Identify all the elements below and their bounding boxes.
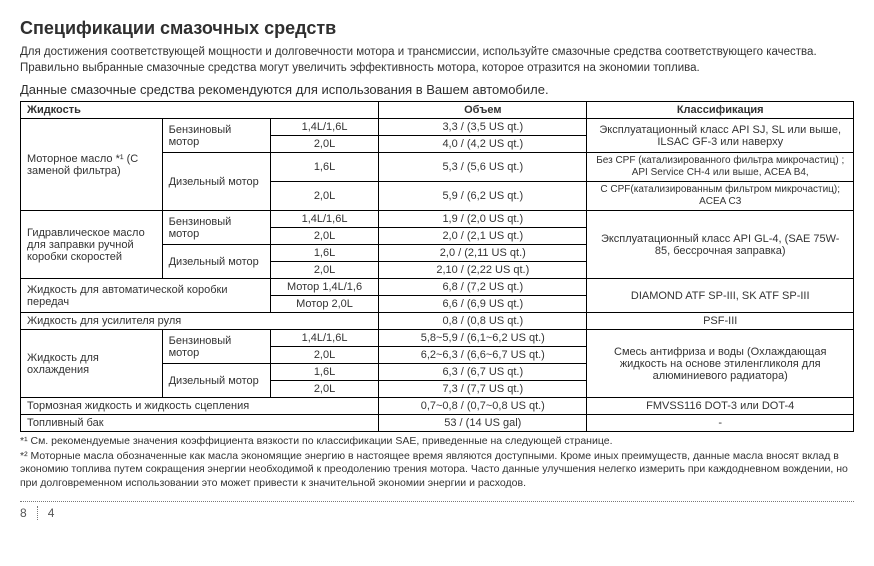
footnotes: *¹ См. рекомендуемые значения коэффициен…: [20, 435, 854, 491]
cell-vol: 5,9 / (6,2 US qt.): [379, 182, 587, 211]
cell-vol: 2,10 / (2,22 US qt.): [379, 262, 587, 279]
cell-vol: 5,8~5,9 / (6,1~6,2 US qt.): [379, 330, 587, 347]
cell-petrol-label: Бензиновый мотор: [162, 119, 270, 153]
cell-vol: 3,3 / (3,5 US qt.): [379, 119, 587, 136]
table-row: Гидравлическое масло для заправки ручной…: [21, 211, 854, 228]
cell-class: PSF-III: [587, 313, 854, 330]
table-row: Жидкость для автоматической коробки пере…: [21, 279, 854, 296]
header-class: Классификация: [587, 102, 854, 119]
cell-class: Без CPF (катализированного фильтра микро…: [587, 153, 854, 182]
cell-psf-label: Жидкость для усилителя руля: [21, 313, 379, 330]
cell-cap: 2,0L: [270, 136, 378, 153]
cell-cap: 1,6L: [270, 364, 378, 381]
table-row: Тормозная жидкость и жидкость сцепления …: [21, 398, 854, 415]
cell-vol: 6,6 / (6,9 US qt.): [379, 296, 587, 313]
page-title: Спецификации смазочных средств: [20, 18, 854, 39]
cell-vol: 2,0 / (2,1 US qt.): [379, 228, 587, 245]
cell-cap: 2,0L: [270, 182, 378, 211]
cell-class: С CPF(катализированным фильтром микрочас…: [587, 182, 854, 211]
cell-coolant-label: Жидкость для охлаждения: [21, 330, 163, 398]
cell-gear-oil-label: Гидравлическое масло для заправки ручной…: [21, 211, 163, 279]
page-number-right: 4: [37, 506, 55, 520]
footnote-1: *¹ См. рекомендуемые значения коэффициен…: [20, 435, 854, 449]
page-number-left: 8: [20, 506, 27, 520]
cell-vol: 6,2~6,3 / (6,6~6,7 US qt.): [379, 347, 587, 364]
cell-vol: 6,8 / (7,2 US qt.): [379, 279, 587, 296]
cell-cap: 1,6L: [270, 245, 378, 262]
cell-vol: 7,3 / (7,7 US qt.): [379, 381, 587, 398]
cell-cap: 1,4L/1,6L: [270, 119, 378, 136]
cell-cap: 2,0L: [270, 347, 378, 364]
cell-cap: 2,0L: [270, 381, 378, 398]
cell-vol: 0,8 / (0,8 US qt.): [379, 313, 587, 330]
cell-diesel-label: Дизельный мотор: [162, 245, 270, 279]
cell-vol: 6,3 / (6,7 US qt.): [379, 364, 587, 381]
cell-class: DIAMOND ATF SP-III, SK ATF SP-III: [587, 279, 854, 313]
cell-diesel-label: Дизельный мотор: [162, 364, 270, 398]
cell-class: Смесь антифриза и воды (Охлаждающая жидк…: [587, 330, 854, 398]
table-row: Жидкость для усилителя руля 0,8 / (0,8 U…: [21, 313, 854, 330]
lubricant-table: Жидкость Объем Классификация Моторное ма…: [20, 101, 854, 432]
cell-class: Эксплуатационный класс API SJ, SL или вы…: [587, 119, 854, 153]
cell-vol: 2,0 / (2,11 US qt.): [379, 245, 587, 262]
cell-fuel-label: Топливный бак: [21, 415, 379, 432]
cell-class: -: [587, 415, 854, 432]
footnote-2: *² Моторные масла обозначенные как масла…: [20, 450, 854, 491]
cell-vol: 53 / (14 US gal): [379, 415, 587, 432]
cell-vol: 1,9 / (2,0 US qt.): [379, 211, 587, 228]
cell-cap: 1,6L: [270, 153, 378, 182]
table-row: Жидкость для охлаждения Бензиновый мотор…: [21, 330, 854, 347]
cell-class: Эксплуатационный класс API GL-4, (SAE 75…: [587, 211, 854, 279]
cell-cap: 1,4L/1,6L: [270, 330, 378, 347]
recommend-text: Данные смазочные средства рекомендуются …: [20, 82, 854, 97]
cell-brake-label: Тормозная жидкость и жидкость сцепления: [21, 398, 379, 415]
cell-petrol-label: Бензиновый мотор: [162, 211, 270, 245]
header-volume: Объем: [379, 102, 587, 119]
cell-cap: 1,4L/1,6L: [270, 211, 378, 228]
cell-class: FMVSS116 DOT-3 или DOT-4: [587, 398, 854, 415]
cell-diesel-label: Дизельный мотор: [162, 153, 270, 211]
cell-cap: Мотор 2,0L: [270, 296, 378, 313]
cell-vol: 4,0 / (4,2 US qt.): [379, 136, 587, 153]
intro-text: Для достижения соответствующей мощности …: [20, 45, 854, 76]
cell-cap: 2,0L: [270, 262, 378, 279]
table-row: Топливный бак 53 / (14 US gal) -: [21, 415, 854, 432]
table-row: Моторное масло *¹ (С заменой фильтра) Бе…: [21, 119, 854, 136]
table-header-row: Жидкость Объем Классификация: [21, 102, 854, 119]
cell-atf-label: Жидкость для автоматической коробки пере…: [21, 279, 271, 313]
page-footer: 8 4: [20, 501, 854, 520]
cell-vol: 0,7~0,8 / (0,7~0,8 US qt.): [379, 398, 587, 415]
cell-cap: 2,0L: [270, 228, 378, 245]
cell-cap: Мотор 1,4L/1,6: [270, 279, 378, 296]
cell-engine-oil-label: Моторное масло *¹ (С заменой фильтра): [21, 119, 163, 211]
cell-vol: 5,3 / (5,6 US qt.): [379, 153, 587, 182]
cell-petrol-label: Бензиновый мотор: [162, 330, 270, 364]
header-fluid: Жидкость: [21, 102, 379, 119]
